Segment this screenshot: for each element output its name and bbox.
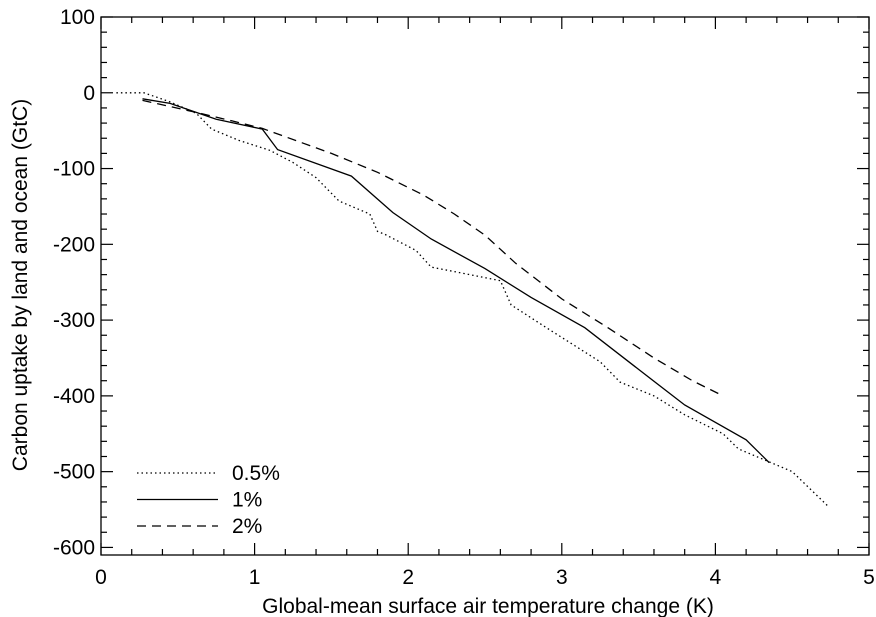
legend-label-1: 0.5% (232, 462, 280, 485)
x-tick-label: 2 (402, 566, 414, 589)
legend-label-2: 1% (232, 489, 262, 512)
x-tick-label: 1 (249, 566, 261, 589)
y-tick-label: -400 (53, 385, 95, 408)
y-axis: 100 0 -100 -200 -300 -400 -500 -600 (53, 6, 869, 559)
series-line-2 (142, 98, 770, 464)
y-axis-label: Carbon uptake by land and ocean (GtC) (9, 99, 32, 471)
legend-label-3: 2% (232, 515, 262, 538)
x-tick-label: 4 (710, 566, 722, 589)
plot-border (100, 16, 870, 556)
y-tick-label: 100 (60, 6, 95, 29)
plot-frame (100, 16, 870, 556)
x-tick-label: 5 (863, 566, 875, 589)
x-axis-label: Global-mean surface air temperature chan… (262, 595, 714, 617)
y-tick-label: 0 (83, 82, 95, 105)
y-tick-label: -300 (53, 309, 95, 332)
x-tick-label: 0 (95, 566, 107, 589)
series-line-1 (116, 92, 828, 507)
x-tick-label: 3 (556, 566, 568, 589)
legend: 0.5% 1% 2% (137, 462, 280, 538)
y-tick-label: -100 (53, 158, 95, 181)
series-layer (116, 92, 828, 507)
series-line-3 (142, 99, 724, 397)
y-tick-label: -500 (53, 461, 95, 484)
x-axis: 0 1 2 3 4 5 (95, 17, 875, 589)
y-tick-label: -200 (53, 233, 95, 256)
y-tick-label: -600 (53, 536, 95, 559)
